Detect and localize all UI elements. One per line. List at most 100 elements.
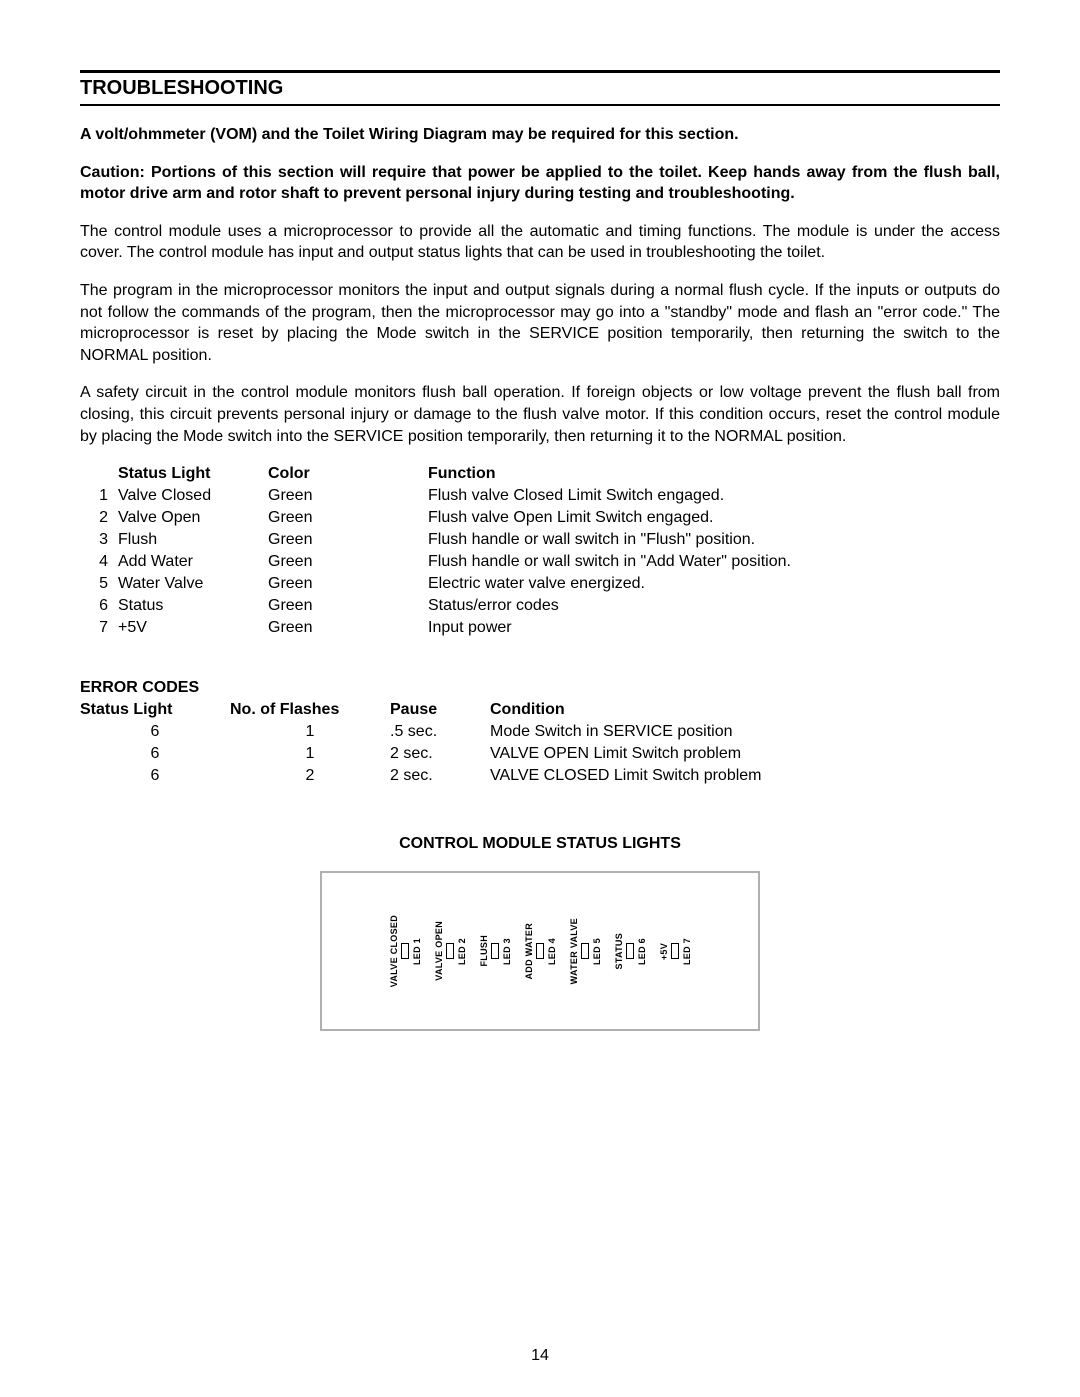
led-symbol-group: LED 5 (581, 938, 602, 965)
led-label: FLUSH (479, 935, 489, 967)
intro-para-2: The program in the microprocessor monito… (80, 280, 1000, 366)
cell-function: Status/error codes (428, 595, 791, 617)
cell-name: +5V (118, 617, 268, 639)
led-icon (446, 943, 454, 959)
cell-pause: .5 sec. (390, 721, 490, 743)
diagram-title: CONTROL MODULE STATUS LIGHTS (80, 835, 1000, 853)
cell-name: Flush (118, 529, 268, 551)
cell-status-light: 6 (80, 721, 230, 743)
cell-function: Flush valve Closed Limit Switch engaged. (428, 485, 791, 507)
header-condition: Condition (490, 699, 762, 721)
led-icon (671, 943, 679, 959)
led-unit: FLUSH LED 3 (479, 935, 512, 967)
cell-number: 6 (80, 595, 118, 617)
led-id: LED 4 (547, 938, 557, 965)
table-row: 61.5 sec.Mode Switch in SERVICE position (80, 721, 762, 743)
cell-color: Green (268, 617, 428, 639)
table-header-row: Status Light Color Function (80, 463, 791, 485)
led-symbol-group: LED 7 (671, 938, 692, 965)
table-row: 622 sec.VALVE CLOSED Limit Switch proble… (80, 765, 762, 787)
led-symbol-group: LED 3 (491, 938, 512, 965)
header-status-light: Status Light (118, 463, 268, 485)
led-unit: ADD WATER LED 4 (524, 923, 557, 980)
cell-function: Flush handle or wall switch in "Flush" p… (428, 529, 791, 551)
cell-flashes: 2 (230, 765, 390, 787)
header-pause: Pause (390, 699, 490, 721)
cell-color: Green (268, 595, 428, 617)
cell-color: Green (268, 573, 428, 595)
led-icon (536, 943, 544, 959)
header-color: Color (268, 463, 428, 485)
document-page: TROUBLESHOOTING A volt/ohmmeter (VOM) an… (0, 0, 1080, 1397)
led-id: LED 3 (502, 938, 512, 965)
table-row: 7+5VGreenInput power (80, 617, 791, 639)
led-label: +5V (659, 943, 669, 960)
led-id: LED 5 (592, 938, 602, 965)
cell-number: 4 (80, 551, 118, 573)
cell-number: 1 (80, 485, 118, 507)
led-icon (626, 943, 634, 959)
cell-condition: Mode Switch in SERVICE position (490, 721, 762, 743)
cell-flashes: 1 (230, 743, 390, 765)
status-light-table: Status Light Color Function 1Valve Close… (80, 463, 791, 639)
rule-top (80, 70, 1000, 73)
error-codes-heading: ERROR CODES (80, 679, 1000, 697)
led-unit: WATER VALVE LED 5 (569, 918, 602, 984)
table-row: 2Valve OpenGreenFlush valve Open Limit S… (80, 507, 791, 529)
cell-function: Input power (428, 617, 791, 639)
table-row: 612 sec.VALVE OPEN Limit Switch problem (80, 743, 762, 765)
cell-function: Flush valve Open Limit Switch engaged. (428, 507, 791, 529)
led-icon (491, 943, 499, 959)
led-icon (581, 943, 589, 959)
led-unit: VALVE CLOSEDLED 1 (389, 915, 422, 987)
led-id: LED 2 (457, 938, 467, 965)
table-row: 1Valve ClosedGreenFlush valve Closed Lim… (80, 485, 791, 507)
error-codes-table: Status Light No. of Flashes Pause Condit… (80, 699, 762, 787)
led-label: STATUS (614, 933, 624, 969)
led-symbol-group: LED 2 (446, 938, 467, 965)
header-flashes: No. of Flashes (230, 699, 390, 721)
led-symbol-group: LED 1 (401, 938, 422, 965)
cell-function: Electric water valve energized. (428, 573, 791, 595)
led-id: LED 7 (682, 938, 692, 965)
table-row: 4Add WaterGreenFlush handle or wall swit… (80, 551, 791, 573)
cell-color: Green (268, 529, 428, 551)
table-header-row: Status Light No. of Flashes Pause Condit… (80, 699, 762, 721)
table-row: 6StatusGreenStatus/error codes (80, 595, 791, 617)
cell-color: Green (268, 551, 428, 573)
page-number: 14 (0, 1347, 1080, 1365)
cell-name: Valve Closed (118, 485, 268, 507)
section-title: TROUBLESHOOTING (80, 77, 1000, 102)
cell-pause: 2 sec. (390, 743, 490, 765)
rule-bottom (80, 104, 1000, 106)
cell-condition: VALVE CLOSED Limit Switch problem (490, 765, 762, 787)
cell-number: 2 (80, 507, 118, 529)
intro-caution: Caution: Portions of this section will r… (80, 162, 1000, 205)
led-label: ADD WATER (524, 923, 534, 980)
cell-status-light: 6 (80, 765, 230, 787)
led-icon (401, 943, 409, 959)
intro-para-3: A safety circuit in the control module m… (80, 382, 1000, 447)
intro-required-tools: A volt/ohmmeter (VOM) and the Toilet Wir… (80, 124, 1000, 146)
cell-flashes: 1 (230, 721, 390, 743)
table-row: 5Water ValveGreenElectric water valve en… (80, 573, 791, 595)
led-symbol-group: LED 6 (626, 938, 647, 965)
header-function: Function (428, 463, 791, 485)
cell-condition: VALVE OPEN Limit Switch problem (490, 743, 762, 765)
cell-name: Water Valve (118, 573, 268, 595)
led-unit: +5V LED 7 (659, 938, 692, 965)
led-label: VALVE OPEN (434, 921, 444, 981)
led-symbol-group: LED 4 (536, 938, 557, 965)
cell-number: 3 (80, 529, 118, 551)
table-row: 3FlushGreenFlush handle or wall switch i… (80, 529, 791, 551)
cell-number: 7 (80, 617, 118, 639)
cell-name: Status (118, 595, 268, 617)
led-unit: VALVE OPEN LED 2 (434, 921, 467, 981)
cell-status-light: 6 (80, 743, 230, 765)
cell-number: 5 (80, 573, 118, 595)
led-unit: STATUS LED 6 (614, 933, 647, 969)
led-id: LED 6 (637, 938, 647, 965)
cell-name: Add Water (118, 551, 268, 573)
led-label: WATER VALVE (569, 918, 579, 984)
cell-function: Flush handle or wall switch in "Add Wate… (428, 551, 791, 573)
